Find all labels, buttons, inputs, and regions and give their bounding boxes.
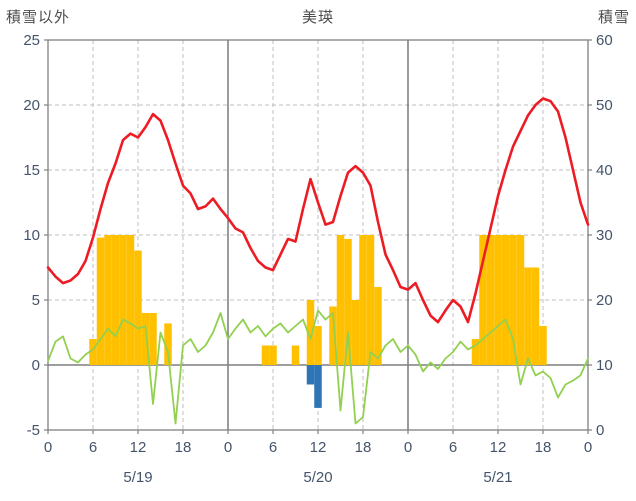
left-tick-label: 15: [23, 162, 40, 179]
orange-bar: [111, 235, 120, 365]
orange-bar: [329, 306, 337, 365]
right-tick-label: 0: [596, 422, 604, 439]
orange-bar: [126, 235, 135, 365]
green-line: [47, 309, 589, 425]
orange-bar: [501, 235, 510, 365]
x-tick-label: 6: [449, 439, 457, 456]
right-tick-label: 40: [596, 162, 613, 179]
orange-bar: [539, 326, 547, 365]
date-label: 5/21: [483, 469, 512, 486]
orange-bar: [104, 235, 112, 365]
orange-bar: [509, 235, 517, 365]
orange-bar: [336, 235, 345, 365]
x-tick-label: 12: [310, 439, 327, 456]
red-line: [46, 97, 590, 324]
x-tick-label: 12: [490, 439, 507, 456]
orange-bar: [524, 267, 532, 365]
chart-title: 美瑛: [301, 9, 334, 26]
orange-bar: [374, 287, 382, 365]
left-axis-title: 積雪以外: [6, 9, 71, 26]
blue-bar: [314, 365, 322, 408]
x-tick-label: 18: [175, 439, 192, 456]
x-tick-label: 6: [269, 439, 277, 456]
orange-bar: [141, 313, 150, 365]
right-tick-label: 10: [596, 357, 613, 374]
orange-bar: [351, 300, 360, 365]
x-tick-label: 0: [44, 439, 52, 456]
left-tick-label: 5: [32, 292, 40, 309]
x-tick-label: 0: [404, 439, 412, 456]
orange-bar: [306, 300, 315, 365]
orange-bar: [119, 235, 127, 365]
orange-bar: [269, 345, 277, 365]
right-tick-label: 20: [596, 292, 613, 309]
x-tick-label: 6: [89, 439, 97, 456]
left-tick-label: -5: [27, 422, 40, 439]
x-tick-label: 18: [355, 439, 372, 456]
x-tick-label: 18: [535, 439, 552, 456]
right-tick-label: 50: [596, 97, 613, 114]
orange-bar: [291, 345, 300, 365]
right-tick-label: 60: [596, 32, 613, 49]
orange-bar: [531, 267, 540, 365]
orange-bar: [359, 235, 367, 365]
orange-bar: [471, 339, 480, 365]
orange-bar: [164, 323, 172, 365]
left-tick-label: 25: [23, 32, 40, 49]
date-label: 5/19: [123, 469, 152, 486]
orange-bar: [486, 235, 495, 365]
orange-bar: [366, 235, 375, 365]
orange-bar: [314, 326, 322, 365]
right-axis-title: 積雪: [597, 9, 630, 26]
left-tick-label: 10: [23, 227, 40, 244]
orange-bar: [96, 237, 105, 365]
x-tick-label: 12: [130, 439, 147, 456]
orange-bar: [494, 235, 502, 365]
x-tick-label: 0: [584, 439, 592, 456]
orange-bar: [89, 339, 97, 365]
x-tick-label: 0: [224, 439, 232, 456]
orange-bar: [479, 235, 487, 365]
orange-bar: [134, 250, 142, 365]
left-tick-label: 20: [23, 97, 40, 114]
orange-bar: [149, 313, 157, 365]
orange-bar: [344, 238, 352, 365]
date-label: 5/20: [303, 469, 332, 486]
right-tick-label: 30: [596, 227, 613, 244]
orange-bar: [516, 235, 525, 365]
left-tick-label: 0: [32, 357, 40, 374]
orange-bar: [261, 345, 270, 365]
blue-bar: [306, 365, 315, 385]
